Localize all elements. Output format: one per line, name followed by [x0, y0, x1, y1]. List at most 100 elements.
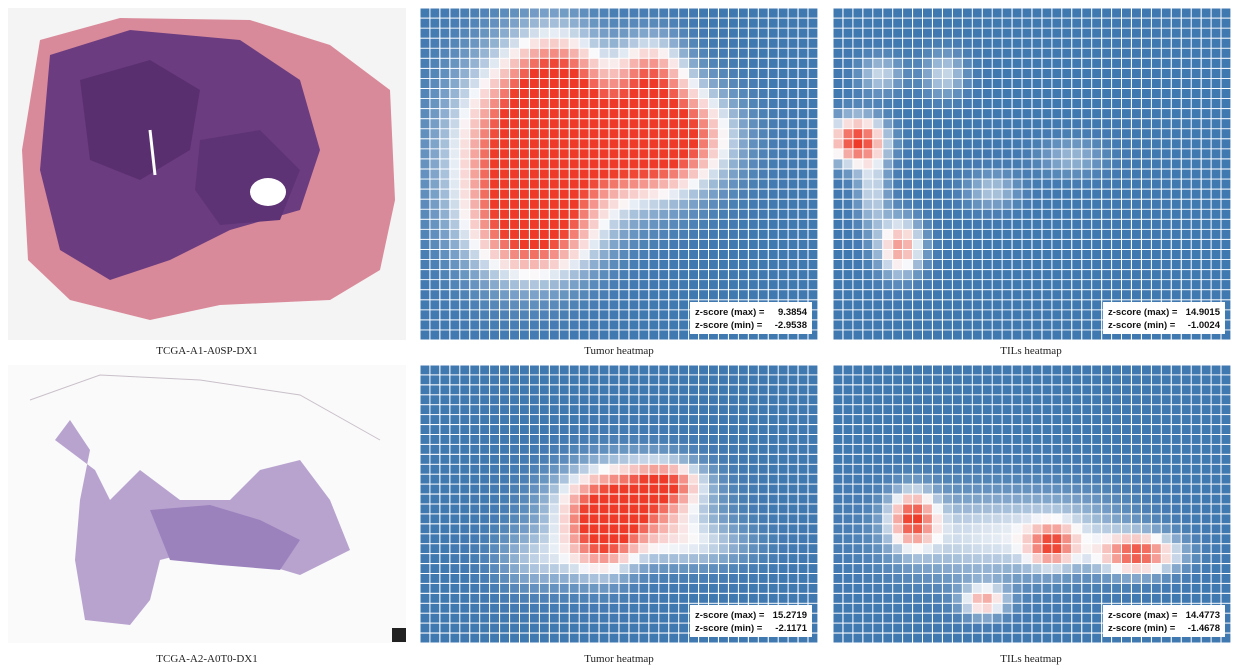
heatmap-cell [1092, 180, 1101, 189]
heatmap-cell [923, 290, 932, 299]
heatmap-cell [789, 270, 798, 279]
heatmap-cell [789, 435, 798, 444]
heatmap-cell [1062, 405, 1071, 414]
heatmap-cell [500, 9, 509, 18]
heatmap-cell [550, 260, 559, 269]
heatmap-cell [421, 119, 430, 128]
heatmap-cell [510, 594, 519, 603]
heatmap-cell [430, 129, 439, 138]
heatmap-cell [590, 119, 599, 128]
heatmap-cell [550, 594, 559, 603]
heatmap-cell [719, 190, 728, 199]
heatmap-cell [759, 594, 768, 603]
heatmap-cell [779, 49, 788, 58]
heatmap-cell [430, 200, 439, 209]
heatmap-cell [799, 89, 808, 98]
heatmap-cell [759, 455, 768, 464]
heatmap-cell [1132, 594, 1141, 603]
heatmap-cell [1212, 445, 1221, 454]
heatmap-cell [1112, 574, 1121, 583]
z-score-label: z-score (max) = [1108, 610, 1178, 621]
heatmap-cell [1122, 554, 1131, 563]
heatmap-cell [520, 385, 529, 394]
heatmap-cell [1052, 584, 1061, 593]
heatmap-cell [993, 109, 1002, 118]
heatmap-cell [630, 415, 639, 424]
heatmap-cell [620, 624, 629, 633]
heatmap-cell [1162, 584, 1171, 593]
heatmap-cell [933, 604, 942, 613]
heatmap-cell [1052, 9, 1061, 18]
heatmap-cell [943, 330, 952, 339]
heatmap-cell [1182, 119, 1191, 128]
heatmap-cell [953, 366, 962, 375]
heatmap-cell [1112, 514, 1121, 523]
heatmap-cell [550, 514, 559, 523]
heatmap-cell [953, 69, 962, 78]
heatmap-cell [639, 250, 648, 259]
heatmap-cell [699, 190, 708, 199]
heatmap-cell [669, 240, 678, 249]
heatmap-cell [1202, 465, 1211, 474]
heatmap-cell [590, 544, 599, 553]
heatmap-cell [903, 425, 912, 434]
heatmap-cell [913, 544, 922, 553]
heatmap-cell [480, 250, 489, 259]
heatmap-cell [983, 109, 992, 118]
heatmap-cell [490, 415, 499, 424]
heatmap-cell [430, 69, 439, 78]
heatmap-cell [1212, 435, 1221, 444]
heatmap-cell [530, 475, 539, 484]
heatmap-cell [530, 240, 539, 249]
heatmap-cell [659, 584, 668, 593]
caption: TILs heatmap [1000, 653, 1062, 665]
heatmap-cell [739, 564, 748, 573]
heatmap-cell [799, 129, 808, 138]
heatmap-cell [1122, 594, 1131, 603]
heatmap-cell [759, 524, 768, 533]
heatmap-cell [1182, 534, 1191, 543]
heatmap-cell [620, 495, 629, 504]
heatmap-cell [659, 330, 668, 339]
heatmap-cell [1013, 574, 1022, 583]
heatmap-cell [943, 435, 952, 444]
heatmap-cell [779, 200, 788, 209]
heatmap-cell [490, 604, 499, 613]
heatmap-cell [1003, 250, 1012, 259]
heatmap-cell [983, 210, 992, 219]
heatmap-cell [749, 69, 758, 78]
heatmap-cell [520, 159, 529, 168]
heatmap-cell [1132, 230, 1141, 239]
heatmap-cell [1062, 79, 1071, 88]
heatmap-cell [1043, 170, 1052, 179]
heatmap-cell [679, 584, 688, 593]
heatmap-cell [809, 69, 818, 78]
heatmap-cell [883, 170, 892, 179]
heatmap-cell [649, 604, 658, 613]
heatmap-cell [430, 59, 439, 68]
heatmap-cell [430, 514, 439, 523]
heatmap-cell [973, 129, 982, 138]
heatmap-cell [749, 170, 758, 179]
heatmap-cell [893, 99, 902, 108]
heatmap-cell [1102, 505, 1111, 514]
heatmap-cell [669, 280, 678, 289]
heatmap-cell [1043, 514, 1052, 523]
heatmap-cell [893, 39, 902, 48]
heatmap-cell [853, 300, 862, 309]
heatmap-cell [1052, 240, 1061, 249]
heatmap-cell [769, 554, 778, 563]
heatmap-cell [470, 544, 479, 553]
heatmap-cell [669, 149, 678, 158]
heatmap-cell [863, 415, 872, 424]
heatmap-cell [649, 270, 658, 279]
heatmap-cell [470, 524, 479, 533]
heatmap-cell [1102, 139, 1111, 148]
heatmap-cell [490, 119, 499, 128]
heatmap-cell [1142, 99, 1151, 108]
heatmap-cell [560, 159, 569, 168]
heatmap-cell [679, 109, 688, 118]
heatmap-cell [799, 9, 808, 18]
heatmap-cell [809, 200, 818, 209]
heatmap-cell [759, 230, 768, 239]
